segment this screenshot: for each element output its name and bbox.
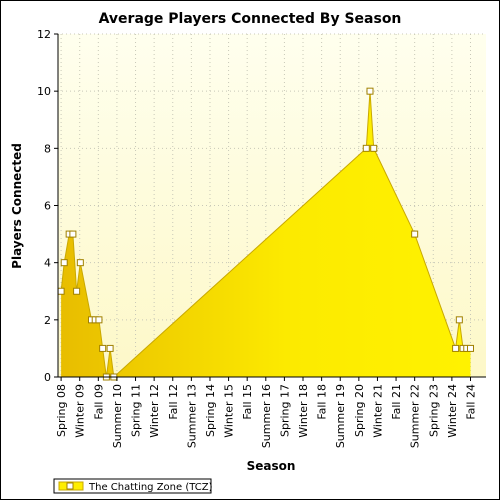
x-tick-label: Fall 12 xyxy=(167,384,180,420)
y-tick-label: 12 xyxy=(37,28,51,41)
series-line xyxy=(60,91,471,379)
x-axis-ticks: Spring 08 Winter 09 Fall 09 Summer 10 Spring… xyxy=(55,377,477,448)
x-tick-label: Summer 13 xyxy=(185,384,198,448)
x-tick-label: Fall 24 xyxy=(464,384,477,420)
x-tick-label: Spring 23 xyxy=(427,384,440,437)
x-tick-label: Fall 18 xyxy=(316,384,329,420)
data-point xyxy=(73,287,81,295)
data-point xyxy=(76,259,84,267)
data-point xyxy=(466,344,474,352)
y-axis-ticks: 0 2 4 6 8 10 12 xyxy=(37,28,58,384)
y-axis-label: Players Connected xyxy=(10,143,24,269)
y-tick-label: 8 xyxy=(44,142,51,155)
series-layer xyxy=(57,87,474,381)
x-tick-label: Spring 20 xyxy=(353,384,366,437)
x-tick-label: Winter 15 xyxy=(223,384,236,438)
legend-marker xyxy=(66,482,74,490)
legend: The Chatting Zone (TCZ) xyxy=(53,478,213,494)
y-tick-label: 4 xyxy=(44,257,51,270)
y-tick-label: 10 xyxy=(37,85,51,98)
data-point xyxy=(106,344,114,352)
x-tick-label: Spring 14 xyxy=(204,384,217,437)
data-point xyxy=(411,230,419,238)
data-point xyxy=(362,144,370,152)
x-tick-label: Summer 16 xyxy=(260,384,273,448)
x-axis-label: Season xyxy=(247,459,296,473)
x-tick-label: Fall 15 xyxy=(241,384,254,420)
x-tick-label: Summer 22 xyxy=(409,384,422,448)
x-tick-label: Spring 17 xyxy=(278,384,291,437)
x-tick-label: Winter 12 xyxy=(148,384,161,438)
series-area xyxy=(61,91,471,378)
x-tick-label: Fall 21 xyxy=(390,384,403,420)
data-point xyxy=(452,344,460,352)
legend-box xyxy=(53,478,212,494)
data-point xyxy=(57,287,65,295)
y-tick-label: 6 xyxy=(44,200,51,213)
x-tick-label: Summer 19 xyxy=(334,384,347,448)
x-tick-label: Spring 11 xyxy=(130,384,143,437)
x-tick-label: Winter 21 xyxy=(371,384,384,438)
y-tick-label: 0 xyxy=(44,371,51,384)
data-point xyxy=(366,87,374,95)
chart-title: Average Players Connected By Season xyxy=(99,11,402,27)
x-tick-label: Fall 09 xyxy=(92,384,105,420)
data-point xyxy=(69,230,77,238)
x-tick-label: Winter 09 xyxy=(74,384,87,438)
data-point xyxy=(95,316,103,324)
data-point xyxy=(99,344,107,352)
x-tick-label: Winter 18 xyxy=(297,384,310,438)
data-point xyxy=(370,144,378,152)
x-tick-label: Spring 08 xyxy=(55,384,68,437)
x-tick-label: Winter 24 xyxy=(446,384,459,438)
x-tick-label: Summer 10 xyxy=(111,384,124,448)
y-tick-label: 2 xyxy=(44,314,51,327)
data-point xyxy=(455,316,463,324)
legend-entry-tcz: The Chatting Zone (TCZ) xyxy=(88,482,213,493)
data-point xyxy=(60,259,68,267)
